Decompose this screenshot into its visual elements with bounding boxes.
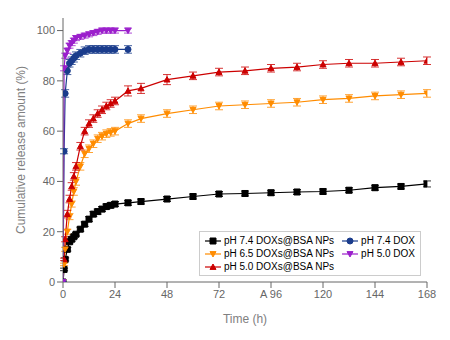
svg-text:Time (h): Time (h) (223, 312, 267, 326)
svg-text:72: 72 (213, 288, 225, 300)
svg-text:80: 80 (43, 75, 55, 87)
html-text:pH 7.4 DOXs@BSA NPs: pH 7.4 DOXs@BSA NPs (223, 235, 335, 246)
svg-text:Cumulative release amount (%): Cumulative release amount (%) (14, 66, 28, 234)
html-text:pH 5.0 DOX: pH 5.0 DOX (361, 248, 415, 259)
svg-text:24: 24 (109, 288, 121, 300)
html-text:pH 5.0 DOXs@BSA NPs: pH 5.0 DOXs@BSA NPs (223, 261, 335, 272)
html-text:pH 6.5 DOXs@BSA NPs: pH 6.5 DOXs@BSA NPs (223, 248, 335, 259)
svg-text:144: 144 (366, 288, 384, 300)
svg-text:A 96: A 96 (260, 288, 282, 300)
svg-text:60: 60 (43, 125, 55, 137)
svg-text:48: 48 (161, 288, 173, 300)
svg-text:120: 120 (314, 288, 332, 300)
svg-text:100: 100 (37, 24, 55, 36)
svg-text:40: 40 (43, 175, 55, 187)
svg-text:0: 0 (49, 276, 55, 288)
svg-text:20: 20 (43, 226, 55, 238)
html-text:pH 7.4 DOX: pH 7.4 DOX (361, 235, 415, 246)
svg-text:0: 0 (60, 288, 66, 300)
svg-text:168: 168 (418, 288, 436, 300)
